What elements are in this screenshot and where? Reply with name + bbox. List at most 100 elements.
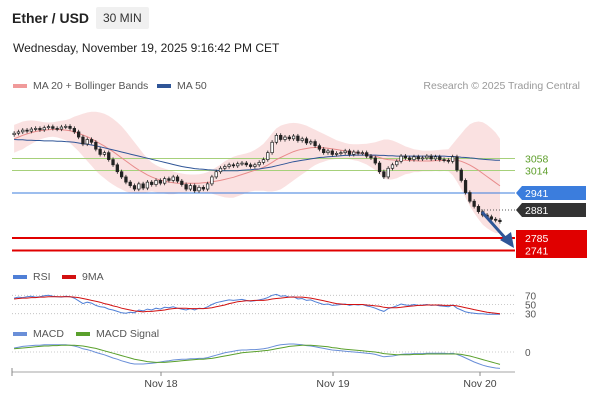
macd-signal-swatch: [76, 332, 90, 336]
candle-body: [64, 125, 68, 128]
candle-body: [300, 138, 304, 141]
candle-body: [55, 128, 59, 130]
candle-body: [16, 131, 21, 134]
candle-body: [274, 134, 279, 143]
rsi-tick-50: 50: [525, 301, 537, 312]
candle-body: [498, 219, 502, 223]
candle-body: [240, 162, 244, 165]
candle-body: [468, 192, 472, 202]
candle-body: [266, 152, 270, 160]
candle-body: [94, 141, 98, 150]
bollinger-band: [14, 111, 500, 234]
candle-body: [463, 180, 468, 193]
rsi-ma-swatch: [62, 275, 76, 279]
candle-body: [416, 156, 420, 160]
candle-body: [287, 136, 291, 140]
candle-body: [107, 152, 111, 160]
interval-button[interactable]: 30 MIN: [96, 7, 149, 29]
candle-body: [347, 150, 352, 155]
candle-body: [455, 156, 459, 171]
candle-body: [451, 156, 455, 162]
candle-body: [145, 181, 150, 189]
candle-body: [59, 126, 64, 130]
candle-body: [343, 150, 347, 154]
x-tick-label: Nov 18: [144, 378, 177, 390]
candle-body: [365, 152, 369, 157]
candle-body: [334, 153, 339, 155]
candle-body: [68, 125, 72, 129]
candle-body: [279, 134, 283, 140]
candle-body: [373, 157, 377, 164]
candle-body: [12, 132, 16, 135]
candle-body: [154, 180, 158, 185]
candle-body: [248, 164, 253, 167]
candle-body: [257, 162, 261, 166]
legend-rsi-label: RSI: [33, 271, 51, 283]
candle-body: [201, 186, 205, 190]
candle-body: [223, 166, 227, 169]
macd-signal-line: [14, 344, 501, 365]
level-label-3058: 3058: [525, 154, 549, 166]
candle-body: [356, 151, 360, 154]
legend-macd-signal: MACD Signal: [76, 328, 159, 340]
candle-body: [420, 157, 425, 160]
candle-body: [339, 152, 343, 155]
candle-body: [236, 163, 240, 167]
candle-body: [115, 164, 119, 173]
candle-body: [119, 171, 124, 178]
candle-body: [34, 128, 38, 130]
credit-text: Research © 2025 Trading Central: [423, 80, 580, 92]
candle-body: [296, 135, 300, 141]
candle-body: [494, 218, 498, 221]
candle-body: [253, 164, 257, 167]
candle-body: [197, 186, 201, 192]
legend-rsi: RSI: [13, 271, 51, 283]
candle-body: [309, 141, 313, 144]
candle-body: [472, 200, 476, 207]
candle-body: [205, 183, 210, 190]
candle-body: [21, 129, 25, 133]
candle-body: [128, 181, 132, 186]
candle-body: [72, 128, 76, 133]
level-label-2741: 2741: [525, 246, 549, 258]
forecast-arrow: [480, 211, 509, 241]
legend-macd: MACD: [13, 328, 64, 340]
instrument-title: Ether / USD: [12, 10, 90, 26]
candle-body: [395, 160, 399, 166]
candle-body: [167, 178, 171, 181]
candle-body: [412, 156, 416, 160]
candle-body: [132, 185, 137, 190]
level-label-2941: 2941: [525, 188, 549, 200]
rsi-tick-70: 70: [525, 291, 537, 302]
candle-body: [377, 162, 382, 173]
forecast-arrow-head: [500, 232, 514, 248]
candle-body: [352, 151, 356, 155]
legend-ma20-label: MA 20 + Bollinger Bands: [33, 80, 149, 92]
candle-body: [304, 138, 309, 144]
candle-body: [137, 183, 141, 190]
candle-body: [403, 155, 408, 159]
candle-body: [89, 139, 94, 143]
candle-body: [326, 150, 330, 154]
candle-body: [390, 164, 395, 169]
legend-ma20: MA 20 + Bollinger Bands: [13, 80, 148, 92]
candle-body: [369, 155, 373, 159]
candle-body: [330, 150, 334, 155]
candle-body: [399, 155, 403, 162]
candle-body: [171, 176, 175, 181]
x-tick-label: Nov 19: [316, 378, 349, 390]
candle-body: [313, 141, 317, 147]
candle-body: [446, 159, 451, 162]
candle-body: [124, 176, 128, 183]
candle-body: [283, 136, 287, 140]
candle-body: [25, 129, 29, 132]
candle-body: [98, 148, 102, 155]
ma50-swatch: [157, 84, 171, 88]
level-label-3014: 3014: [525, 166, 549, 178]
support-label-bg: [516, 230, 587, 258]
macd-tick-0: 0: [525, 348, 531, 359]
candle-body: [81, 136, 85, 145]
candle-body: [270, 141, 274, 154]
candle-body: [51, 126, 55, 129]
